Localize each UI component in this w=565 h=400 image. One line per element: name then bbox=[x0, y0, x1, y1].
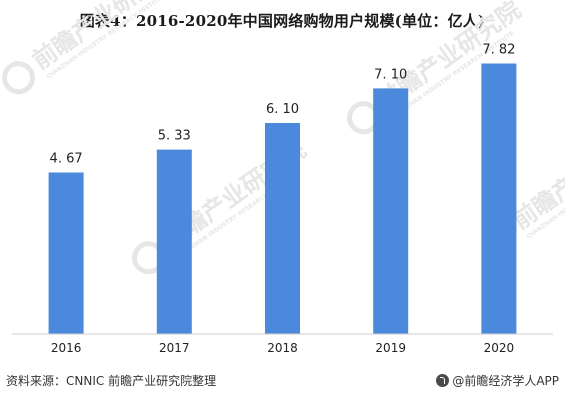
x-tick-label-2020: 2020 bbox=[484, 341, 515, 355]
bar-2016 bbox=[48, 172, 84, 334]
value-label-2019: 7. 10 bbox=[374, 67, 407, 82]
value-label-2020: 7. 82 bbox=[482, 43, 515, 58]
x-tick-label-2018: 2018 bbox=[267, 341, 298, 355]
bar-2020 bbox=[481, 63, 517, 334]
x-tick-label-2016: 2016 bbox=[51, 341, 82, 355]
source-note: 资料来源：CNNIC 前瞻产业研究院整理 bbox=[6, 374, 217, 388]
bar-2019 bbox=[373, 88, 409, 335]
value-label-2016: 4. 67 bbox=[50, 152, 83, 167]
watermark-logo-icon bbox=[2, 61, 36, 95]
bar-2017 bbox=[156, 149, 192, 334]
x-tick-label-2017: 2017 bbox=[159, 341, 190, 355]
bars bbox=[48, 63, 517, 335]
value-labels: 4. 67 5. 33 6. 10 7. 10 7. 82 bbox=[50, 43, 516, 167]
chart-title: 图表4：2016-2020年中国网络购物用户规模(单位：亿人) bbox=[79, 12, 486, 30]
brand-credit: @前瞻经济学人APP bbox=[436, 372, 559, 389]
x-tick-label-2019: 2019 bbox=[375, 341, 406, 355]
bar-2018 bbox=[265, 123, 300, 334]
value-label-2018: 6. 10 bbox=[266, 102, 299, 117]
value-label-2017: 5. 33 bbox=[158, 129, 191, 144]
brand-text: @前瞻经济学人APP bbox=[452, 374, 559, 388]
x-tick-labels: 2016 2017 2018 2019 2020 bbox=[51, 341, 514, 355]
brand-logo-icon bbox=[436, 374, 450, 387]
